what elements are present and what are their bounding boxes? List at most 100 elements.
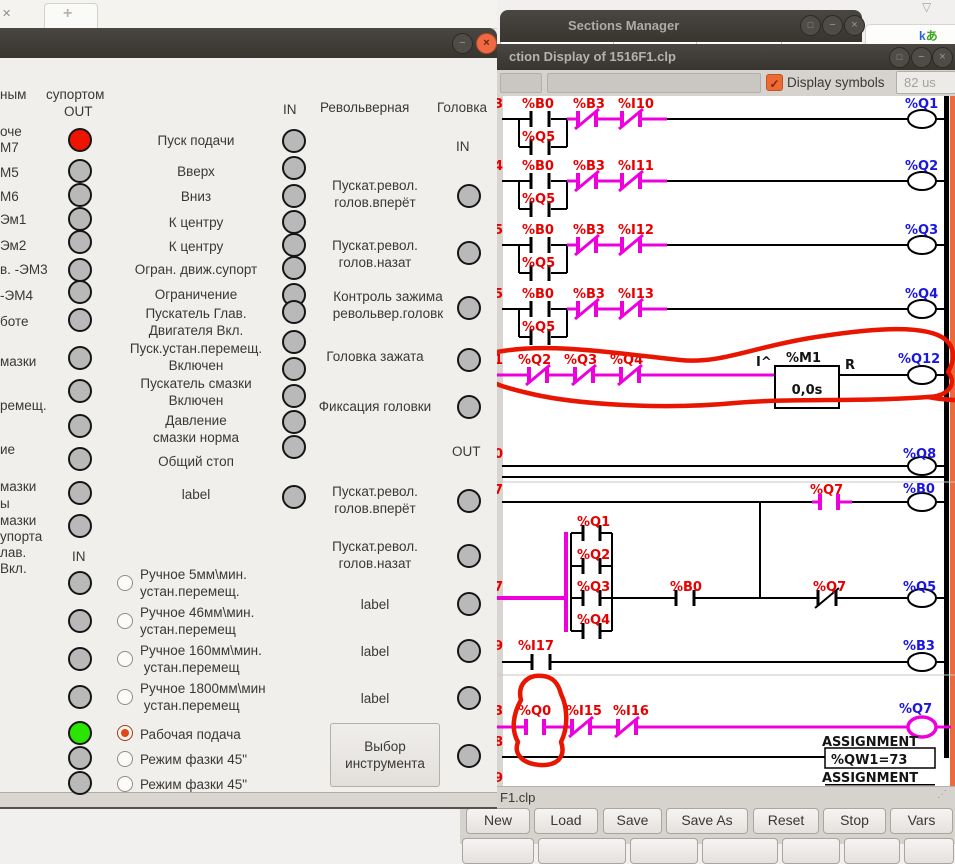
load-button[interactable]: Load [534,808,598,834]
reset-button[interactable]: Reset [753,808,819,834]
bottom-button-bar: New Load Save Save As Reset Stop Vars [460,806,955,864]
close-button[interactable]: × [844,15,865,36]
radio-manual-46mm[interactable] [117,613,133,629]
new-button[interactable]: New [466,808,530,834]
tab-close-icon[interactable]: ✕ [2,8,12,20]
minimize-button[interactable]: − [911,47,932,68]
section-display-titlebar[interactable]: ction Display of 1516F1.clp □ − × [497,44,955,71]
indicator-led [282,256,306,280]
radio-manual-160mm[interactable] [117,651,133,667]
cutoff-label: упорта [0,529,43,544]
toolbar-field-small[interactable] [500,73,542,93]
sections-manager-titlebar[interactable]: Sections Manager □ − × [500,10,865,43]
radio-label[interactable]: Режим фазки 45" [140,777,248,792]
indicator-led [457,639,481,663]
resize-grip-icon[interactable]: ⋰ [937,789,948,800]
row-label: label [360,644,390,659]
indicator-led [68,647,92,671]
radio-manual-5mm[interactable] [117,575,133,591]
radio-working-feed[interactable] [117,725,133,741]
partial-button[interactable] [462,838,534,864]
col-header: супортом [46,87,105,102]
partial-button[interactable] [630,838,698,864]
indicator-led [68,308,92,332]
close-button[interactable]: × [476,33,497,54]
indicator-led [68,721,92,745]
row-label: Пускатель смазки Включен [140,376,252,408]
partial-button[interactable] [844,838,900,864]
section-display-statusbar: F1.clp ⋰ [497,786,955,807]
radio-label[interactable]: Ручное 46мм\мин. устан.перемещ [140,605,255,637]
indicator-led [457,592,481,616]
cutoff-label: М5 [0,165,19,180]
section-display-toolbar: ✓ Display symbols 82 us [497,70,955,97]
row-label: К центру [168,239,224,254]
display-symbols-label: Display symbols [787,75,885,90]
indicator-panel: kあ [865,24,955,46]
indicator-led [68,230,92,254]
new-window-icon[interactable]: + [63,5,73,22]
close-button[interactable]: × [932,47,953,68]
radio-label[interactable]: Ручное 1800мм\мин устан.перемещ [140,681,266,713]
radio-manual-1800mm[interactable] [117,689,133,705]
cutoff-label: ы [0,496,10,511]
save-as-button[interactable]: Save As [666,808,748,834]
indicator-led [68,481,92,505]
minimize-button[interactable]: − [822,15,843,36]
ladder-canvas[interactable] [497,96,955,786]
cutoff-label: в. -ЭМ3 [0,262,48,277]
indicator-led [68,207,92,231]
tab-strip: ✕ + [0,0,497,29]
tab[interactable]: + [44,3,98,29]
radio-chamfer-2[interactable] [117,776,133,792]
status-file-label: F1.clp [500,790,536,805]
radio-label[interactable]: Рабочая подача [140,727,241,742]
stop-button[interactable]: Stop [823,808,886,834]
input-method-icon[interactable]: kあ [919,29,938,43]
indicator-led [282,184,306,208]
indicator-led [457,544,481,568]
vars-button[interactable]: Vars [890,808,953,834]
cutoff-label: М7 [0,140,19,155]
row-label: label [181,487,211,502]
radio-chamfer-1[interactable] [117,751,133,767]
indicator-led [457,686,481,710]
row-label: Пускат.револ. голов.вперёт [332,484,418,516]
check-icon: ✓ [769,77,780,91]
radio-label[interactable]: Ручное 160мм\мин. устан.перемещ [140,643,262,675]
indicator-led [457,744,481,768]
row-label: Контроль зажима револьвер.головк [332,289,444,321]
tool-select-button[interactable]: Выбор инструмента [330,723,440,787]
indicator-led [68,447,92,471]
indicator-led [68,280,92,304]
indicator-led [68,379,92,403]
section-display-title: ction Display of 1516F1.clp [509,49,676,64]
maximize-button[interactable]: □ [800,15,821,36]
indicator-led [68,414,92,438]
indicator-led [68,685,92,709]
partial-button[interactable] [702,838,778,864]
chevron-down-icon[interactable]: ▽ [922,0,932,14]
minimize-button[interactable]: − [452,33,473,54]
indicator-led [282,357,306,381]
col-header: OUT [452,444,481,459]
row-label: Пуск.устан.перемещ. Включен [129,341,263,373]
row-label: label [360,691,390,706]
cutoff-label: мазки [0,354,37,369]
partial-button[interactable] [538,838,626,864]
partial-button[interactable] [782,838,840,864]
control-panel-titlebar[interactable]: − × [0,28,497,59]
toolbar-field-long[interactable] [547,73,761,93]
row-label: Огран. движ.супорт [134,262,258,277]
indicator-led [68,258,92,282]
maximize-button[interactable]: □ [889,47,910,68]
indicator-led [68,346,92,370]
radio-label[interactable]: Режим фазки 45" [140,752,248,767]
partial-button[interactable] [904,838,954,864]
indicator-led [457,296,481,320]
radio-label[interactable]: Ручное 5мм\мин. устан.перемещ. [140,567,247,599]
indicator-led [457,241,481,265]
cutoff-label: Вкл. [0,561,27,576]
display-symbols-checkbox[interactable]: ✓ [766,74,783,91]
save-button[interactable]: Save [603,808,662,834]
